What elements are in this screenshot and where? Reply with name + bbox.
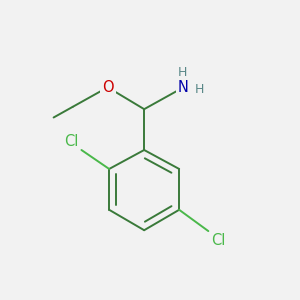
Text: H: H [195,83,204,96]
Text: H: H [177,66,187,79]
Text: Cl: Cl [211,232,226,247]
Text: Cl: Cl [64,134,79,148]
Text: N: N [178,80,189,95]
Text: O: O [102,80,113,95]
